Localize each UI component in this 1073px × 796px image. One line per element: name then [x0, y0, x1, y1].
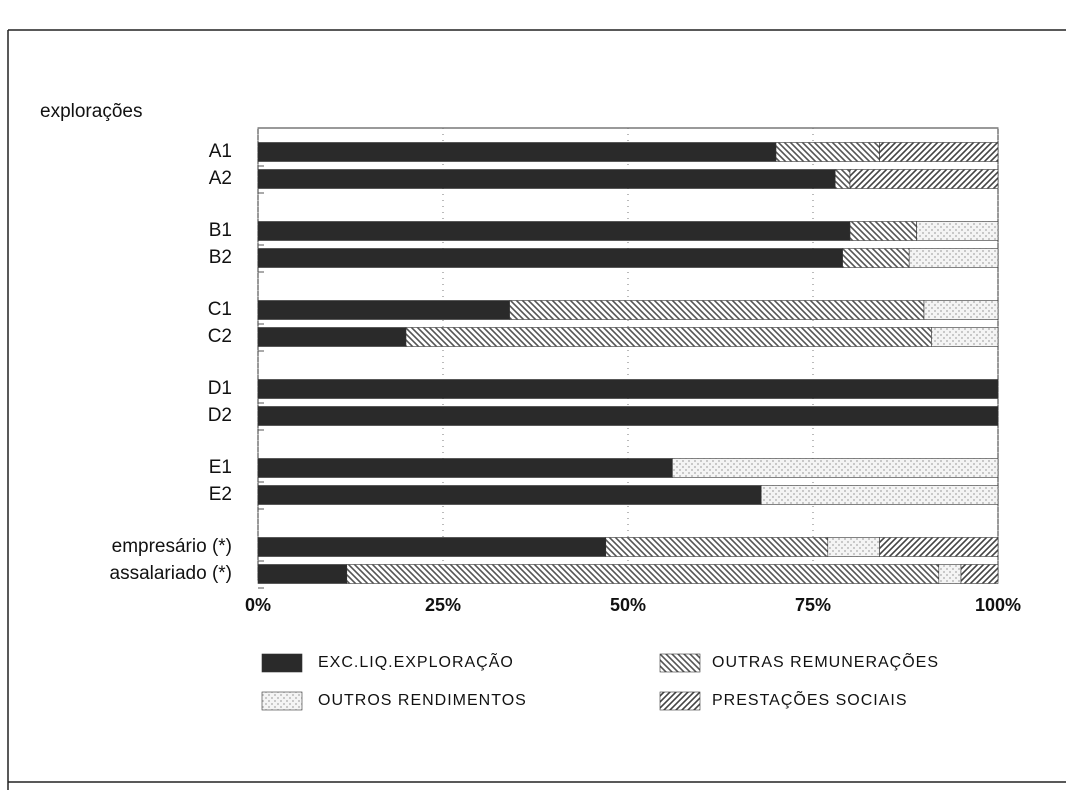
- bar-segment: [775, 142, 880, 162]
- legend-label: OUTRAS REMUNERAÇÕES: [712, 651, 939, 671]
- legend-swatch: [261, 691, 303, 711]
- legend-swatch: [659, 653, 701, 673]
- bar-segment: [257, 406, 999, 426]
- x-tick-label: 75%: [795, 595, 831, 615]
- bar-segment: [257, 142, 777, 162]
- bar-segment: [257, 169, 836, 189]
- bar-segment: [257, 327, 407, 347]
- y-tick-label: B2: [209, 247, 232, 268]
- bar-segment: [938, 564, 962, 584]
- bar-segment: [257, 300, 510, 320]
- bar-segment: [405, 327, 932, 347]
- bar-segment: [346, 564, 940, 584]
- bar-segment: [257, 248, 843, 268]
- y-tick-label: A1: [209, 141, 232, 162]
- y-tick-label: E2: [209, 484, 232, 505]
- bar-segment: [257, 564, 348, 584]
- bar-segment: [509, 300, 925, 320]
- bar-segment: [257, 458, 673, 478]
- bar-segment: [879, 142, 999, 162]
- x-tick-label: 50%: [610, 595, 646, 615]
- y-tick-label: D2: [208, 405, 232, 426]
- axis-label: explorações: [40, 101, 142, 122]
- y-tick-label: C1: [208, 299, 232, 320]
- bar-segment: [257, 221, 851, 241]
- y-tick-label: C2: [208, 326, 232, 347]
- x-tick-label: 0%: [245, 595, 271, 615]
- x-tick-label: 100%: [975, 595, 1021, 615]
- bar-segment: [827, 537, 880, 557]
- bar-segment: [257, 537, 607, 557]
- y-tick-label: B1: [209, 220, 232, 241]
- bar-segment: [257, 485, 762, 505]
- bar-segment: [879, 537, 999, 557]
- y-tick-label: A2: [209, 168, 232, 189]
- frame: [7, 29, 1066, 790]
- bar-segment: [842, 248, 910, 268]
- bar-segment: [257, 379, 999, 399]
- y-tick-label: assalariado (*): [110, 563, 233, 584]
- bar-segment: [960, 564, 999, 584]
- bar-segment: [908, 248, 999, 268]
- x-tick-label: 25%: [425, 595, 461, 615]
- legend-swatch: [261, 653, 303, 673]
- legend-label: EXC.LIQ.EXPLORAÇÃO: [318, 651, 514, 671]
- bar-segment: [923, 300, 999, 320]
- y-tick-label: D1: [208, 378, 232, 399]
- legend-swatch: [659, 691, 701, 711]
- bar-segment: [760, 485, 999, 505]
- bar-segment: [931, 327, 999, 347]
- legend-label: PRESTAÇÕES SOCIAIS: [712, 689, 908, 709]
- bar-segment: [849, 169, 999, 189]
- y-tick-label: E1: [209, 457, 232, 478]
- bar-segment: [672, 458, 999, 478]
- bar-segment: [605, 537, 829, 557]
- bar-segment: [834, 169, 851, 189]
- legend-label: OUTROS RENDIMENTOS: [318, 692, 527, 709]
- y-tick-label: empresário (*): [112, 536, 232, 557]
- bar-segment: [916, 221, 999, 241]
- bar-segment: [849, 221, 917, 241]
